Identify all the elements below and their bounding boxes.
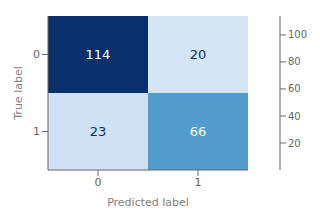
svg-text:0: 0 xyxy=(95,176,102,189)
svg-text:1: 1 xyxy=(33,125,40,138)
svg-text:66: 66 xyxy=(190,124,207,139)
svg-text:23: 23 xyxy=(90,124,107,139)
svg-text:40: 40 xyxy=(288,111,301,122)
svg-text:20: 20 xyxy=(190,47,207,62)
svg-text:20: 20 xyxy=(288,138,301,149)
svg-text:80: 80 xyxy=(288,56,301,67)
svg-text:60: 60 xyxy=(288,83,301,94)
svg-text:True label: True label xyxy=(12,66,25,120)
svg-text:100: 100 xyxy=(288,29,307,40)
svg-text:Predicted label: Predicted label xyxy=(107,196,189,206)
svg-text:114: 114 xyxy=(86,47,111,62)
svg-text:0: 0 xyxy=(33,48,40,61)
svg-text:1: 1 xyxy=(195,176,202,189)
